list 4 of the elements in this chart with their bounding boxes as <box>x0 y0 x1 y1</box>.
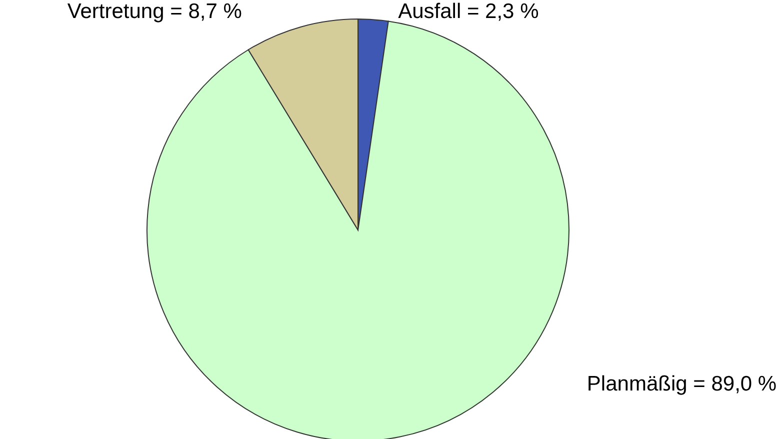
slice-label: Planmäßig = 89,0 % <box>586 372 777 396</box>
slice-label: Ausfall = 2,3 % <box>398 0 539 23</box>
pie-slice <box>146 20 570 439</box>
slice-label: Vertretung = 8,7 % <box>67 0 242 23</box>
